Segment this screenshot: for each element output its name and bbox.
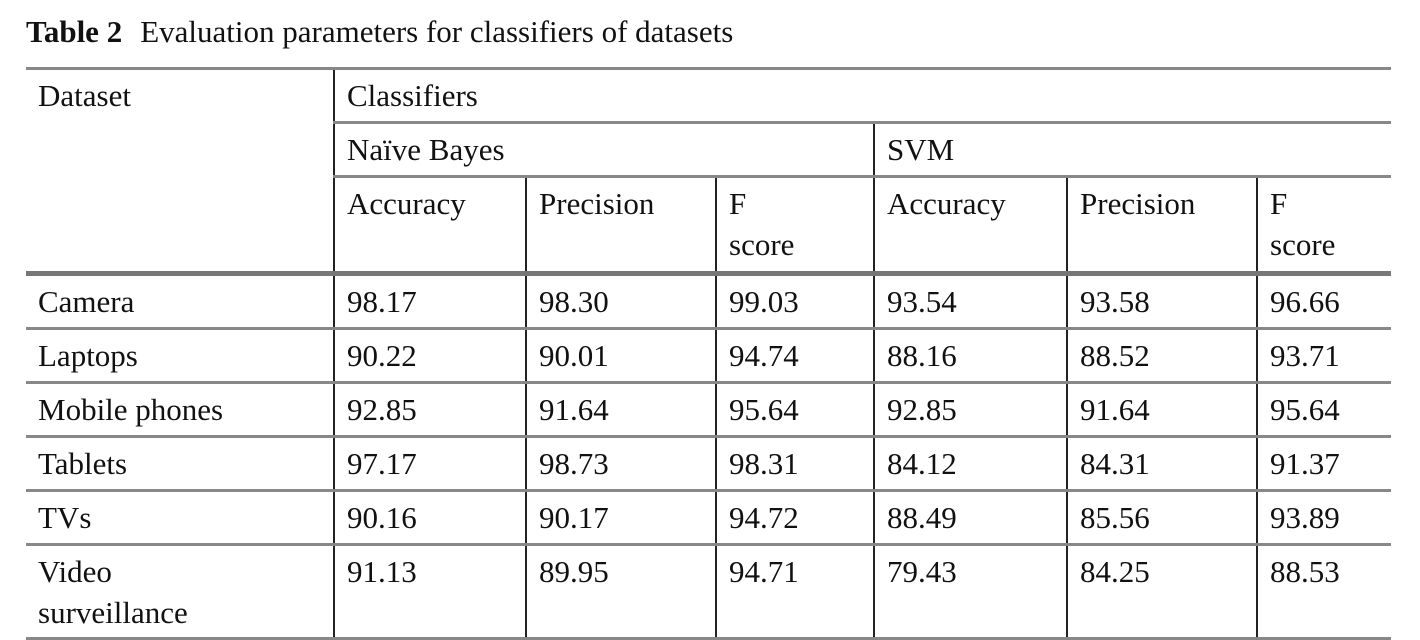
- row-dataset: Video surveillance: [26, 543, 334, 640]
- cell-svm-accuracy: 84.12: [873, 435, 1067, 491]
- header-nb-accuracy: Accuracy: [333, 175, 526, 274]
- cell-nb-fscore: 95.64: [715, 381, 874, 437]
- table-row: TVs 90.16 90.17 94.72 88.49 85.56 93.89: [26, 489, 1392, 545]
- cell-nb-accuracy: 90.16: [333, 489, 526, 545]
- header-nb-precision: Precision: [525, 175, 716, 274]
- table-title: Evaluation parameters for classifiers of…: [140, 14, 734, 49]
- cell-nb-fscore: 94.72: [715, 489, 874, 545]
- cell-nb-accuracy: 90.22: [333, 327, 526, 383]
- cell-svm-accuracy: 93.54: [873, 271, 1067, 329]
- cell-svm-accuracy: 92.85: [873, 381, 1067, 437]
- cell-nb-accuracy: 91.13: [333, 543, 526, 640]
- row-dataset: Mobile phones: [26, 381, 334, 437]
- header-group-naive-bayes: Naïve Bayes: [333, 121, 874, 177]
- cell-nb-precision: 89.95: [525, 543, 716, 640]
- cell-nb-fscore: 98.31: [715, 435, 874, 491]
- table-row: Tablets 97.17 98.73 98.31 84.12 84.31 91…: [26, 435, 1392, 491]
- cell-nb-fscore: 94.74: [715, 327, 874, 383]
- header-classifiers: Classifiers: [332, 67, 1392, 123]
- header-dataset: Dataset: [26, 67, 334, 274]
- cell-nb-precision: 98.73: [525, 435, 716, 491]
- cell-svm-fscore: 91.37: [1255, 435, 1392, 491]
- table-row: Video surveillance 91.13 89.95 94.71 79.…: [26, 543, 1392, 640]
- cell-nb-accuracy: 97.17: [333, 435, 526, 491]
- cell-svm-precision: 91.64: [1066, 381, 1257, 437]
- cell-svm-fscore: 96.66: [1255, 271, 1392, 329]
- cell-svm-fscore: 88.53: [1255, 543, 1392, 640]
- header-svm-precision: Precision: [1066, 175, 1257, 274]
- cell-svm-fscore: 93.89: [1255, 489, 1392, 545]
- row-dataset: TVs: [26, 489, 334, 545]
- cell-svm-accuracy: 88.49: [873, 489, 1067, 545]
- table-row: Mobile phones 92.85 91.64 95.64 92.85 91…: [26, 381, 1392, 437]
- cell-svm-fscore: 95.64: [1255, 381, 1392, 437]
- header-svm-accuracy: Accuracy: [873, 175, 1067, 274]
- cell-svm-precision: 85.56: [1066, 489, 1257, 545]
- table-caption: Table 2 Evaluation parameters for classif…: [26, 12, 733, 52]
- table-row: Laptops 90.22 90.01 94.74 88.16 88.52 93…: [26, 327, 1392, 383]
- cell-svm-accuracy: 88.16: [873, 327, 1067, 383]
- cell-svm-precision: 88.52: [1066, 327, 1257, 383]
- cell-svm-accuracy: 79.43: [873, 543, 1067, 640]
- cell-svm-precision: 84.25: [1066, 543, 1257, 640]
- cell-nb-precision: 90.17: [525, 489, 716, 545]
- row-dataset: Camera: [26, 271, 334, 329]
- evaluation-table: Dataset Classifiers Naïve Bayes SVM Accu…: [26, 67, 1392, 640]
- cell-nb-precision: 91.64: [525, 381, 716, 437]
- cell-svm-precision: 84.31: [1066, 435, 1257, 491]
- cell-nb-fscore: 99.03: [715, 271, 874, 329]
- cell-svm-precision: 93.58: [1066, 271, 1257, 329]
- header-group-svm: SVM: [872, 121, 1392, 177]
- cell-nb-precision: 90.01: [525, 327, 716, 383]
- cell-nb-fscore: 94.71: [715, 543, 874, 640]
- table-label: Table 2: [26, 14, 123, 49]
- cell-nb-accuracy: 92.85: [333, 381, 526, 437]
- table-row: Camera 98.17 98.30 99.03 93.54 93.58 96.…: [26, 271, 1392, 329]
- row-dataset: Laptops: [26, 327, 334, 383]
- header-nb-fscore: F score: [715, 175, 874, 274]
- row-dataset: Tablets: [26, 435, 334, 491]
- cell-svm-fscore: 93.71: [1255, 327, 1392, 383]
- cell-nb-precision: 98.30: [525, 271, 716, 329]
- cell-nb-accuracy: 98.17: [333, 271, 526, 329]
- header-svm-fscore: F score: [1255, 175, 1392, 274]
